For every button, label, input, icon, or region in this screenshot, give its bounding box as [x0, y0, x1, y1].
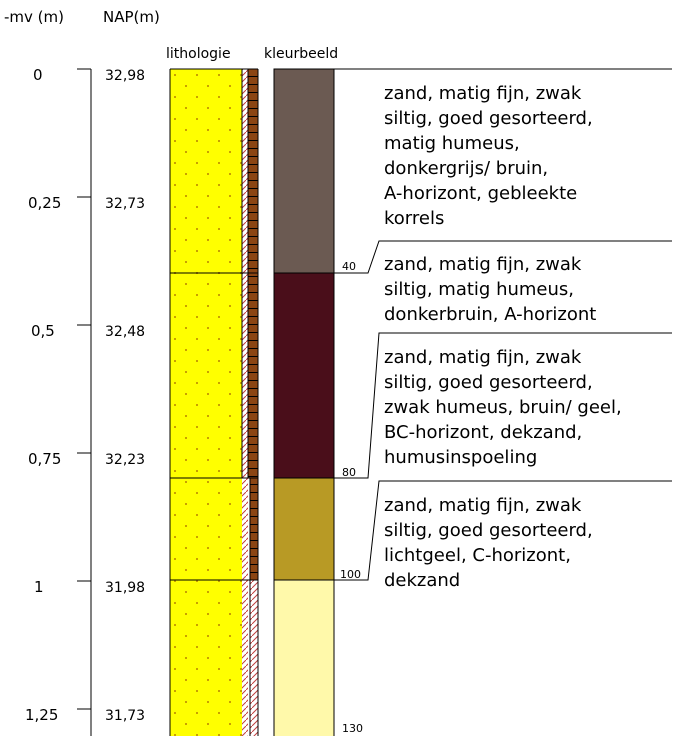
desc-2-line-3: donkerbruin, A-horizont	[384, 304, 596, 325]
description-3: zand, matig fijn, zwak siltig, goed geso…	[384, 347, 622, 468]
desc-1-line-1: zand, matig fijn, zwak	[384, 83, 582, 104]
depth-label-0: 0	[33, 66, 43, 84]
nap-column-header: NAP(m)	[103, 8, 160, 26]
nap-label-3: 32,23	[105, 452, 145, 468]
boundary-label-100: 100	[340, 568, 361, 581]
desc-4-line-3: lichtgeel, C-horizont,	[384, 545, 571, 566]
description-4: zand, matig fijn, zwak siltig, goed geso…	[384, 495, 593, 591]
nap-label-2: 32,48	[105, 324, 145, 340]
color-image-header: kleurbeeld	[264, 46, 338, 62]
desc-2-line-1: zand, matig fijn, zwak	[384, 254, 582, 275]
boundary-label-40: 40	[342, 260, 356, 273]
color-layer-3	[273, 477, 335, 581]
desc-2-line-2: siltig, matig humeus,	[384, 279, 574, 300]
desc-1-line-3: matig humeus,	[384, 133, 520, 154]
description-2: zand, matig fijn, zwak siltig, matig hum…	[384, 254, 596, 325]
leader-100	[334, 480, 672, 581]
sand-fill	[170, 69, 242, 736]
leader-40	[334, 240, 672, 274]
depth-label-4: 1	[34, 578, 44, 596]
depth-column-header: -mv (m)	[4, 8, 64, 26]
nap-label-0: 32,98	[105, 68, 145, 84]
color-layer-2	[273, 272, 335, 479]
nap-label-4: 31,98	[105, 580, 145, 596]
desc-3-line-5: humusinspoeling	[384, 447, 537, 468]
depth-ticks	[77, 68, 91, 710]
desc-3-line-3: zwak humeus, bruin/ geel,	[384, 397, 622, 418]
color-layer-1	[273, 68, 335, 274]
desc-1-line-4: donkergrijs/ bruin,	[384, 158, 548, 179]
humus-strip-3	[250, 478, 258, 580]
desc-1-line-6: korrels	[384, 208, 444, 229]
description-1: zand, matig fijn, zwak siltig, goed geso…	[384, 83, 593, 229]
boundary-label-130: 130	[342, 722, 363, 735]
boundary-label-80: 80	[342, 466, 356, 479]
desc-3-line-2: siltig, goed gesorteerd,	[384, 372, 593, 393]
depth-label-5: 1,25	[25, 706, 58, 724]
desc-4-line-4: dekzand	[384, 570, 460, 591]
lithology-header: lithologie	[166, 46, 231, 62]
nap-label-1: 32,73	[105, 196, 145, 212]
leader-lines	[334, 68, 672, 581]
humus-strip-2	[248, 273, 258, 478]
depth-label-3: 0,75	[28, 450, 61, 468]
leader-80	[334, 332, 672, 479]
humus-strip-1	[248, 69, 258, 273]
hatch-strip-bottom	[250, 580, 258, 736]
desc-1-line-2: siltig, goed gesorteerd,	[384, 108, 593, 129]
depth-label-2: 0,5	[31, 322, 55, 340]
color-layer-4	[273, 579, 335, 736]
desc-1-line-5: A-horizont, gebleekte	[384, 183, 577, 204]
desc-4-line-1: zand, matig fijn, zwak	[384, 495, 582, 516]
lithology-column	[169, 68, 259, 736]
desc-4-line-2: siltig, goed gesorteerd,	[384, 520, 593, 541]
color-image-column	[273, 68, 335, 736]
silt-hatch-strip	[242, 69, 248, 736]
desc-3-line-4: BC-horizont, dekzand,	[384, 422, 582, 443]
nap-label-5: 31,73	[105, 708, 145, 724]
depth-label-1: 0,25	[28, 194, 61, 212]
desc-3-line-1: zand, matig fijn, zwak	[384, 347, 582, 368]
